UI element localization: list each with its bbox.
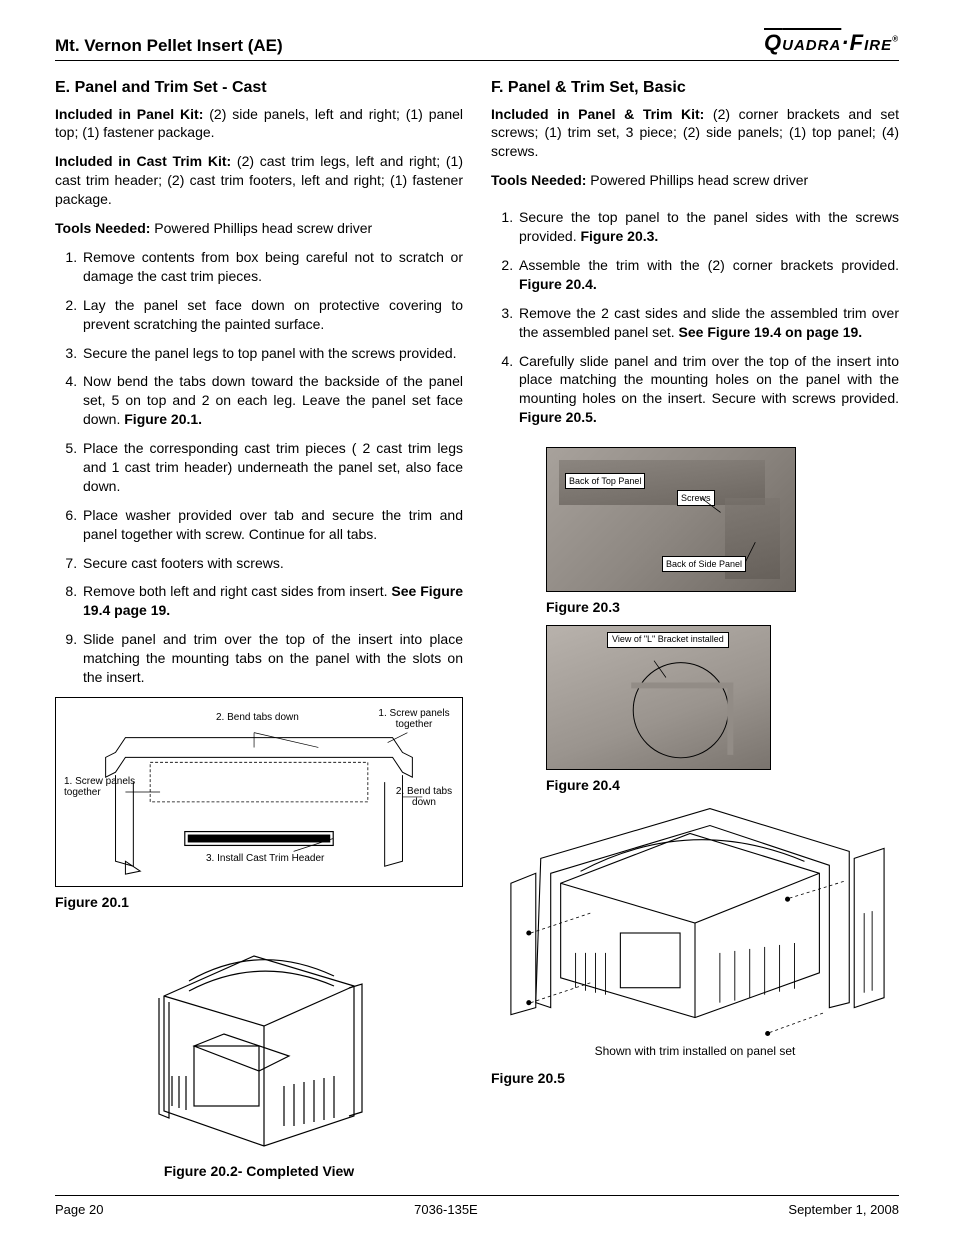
figure-20-1-diagram: 1. Screw panels together 2. Bend tabs do…	[55, 697, 463, 887]
fig201-label-bend-top: 2. Bend tabs down	[216, 712, 299, 724]
section-f-heading: F. Panel & Trim Set, Basic	[491, 77, 899, 99]
steps-right: Secure the top panel to the panel sides …	[491, 208, 899, 427]
figure-20-4-photo: View of "L" Bracket installed	[546, 625, 771, 770]
figure-20-1: 1. Screw panels together 2. Bend tabs do…	[55, 697, 463, 912]
step-f4: Carefully slide panel and trim over the …	[517, 352, 899, 428]
header-bar: Mt. Vernon Pellet Insert (AE) Quadra·Fir…	[55, 30, 899, 61]
left-column: E. Panel and Trim Set - Cast Included in…	[55, 77, 463, 1181]
figure-20-2-svg	[134, 926, 384, 1151]
step-f2-text: Assemble the trim with the (2) corner br…	[519, 257, 899, 273]
steps-left: Remove contents from box being careful n…	[55, 248, 463, 687]
step-e6: Place washer provided over tab and secur…	[81, 506, 463, 544]
fig201-label-install: 3. Install Cast Trim Header	[206, 853, 324, 865]
step-f1-fig: Figure 20.3.	[577, 228, 659, 244]
cast-kit-para: Included in Cast Trim Kit: (2) cast trim…	[55, 152, 463, 209]
brand-text: Quadra·Fire®	[764, 30, 899, 55]
figure-20-5-caption: Figure 20.5	[491, 1069, 899, 1088]
panel-kit-label: Included in Panel Kit:	[55, 106, 203, 122]
step-e4-fig: Figure 20.1.	[120, 411, 202, 427]
step-f3: Remove the 2 cast sides and slide the as…	[517, 304, 899, 342]
figure-20-3-caption: Figure 20.3	[546, 598, 899, 617]
figure-20-3-photo: Back of Top Panel Screws Back of Side Pa…	[546, 447, 796, 592]
figure-20-5-svg	[491, 803, 899, 1063]
cast-kit-label: Included in Cast Trim Kit:	[55, 153, 231, 169]
step-f3-fig: See Figure 19.4 on page 19.	[675, 324, 863, 340]
step-e4: Now bend the tabs down toward the backsi…	[81, 372, 463, 429]
step-e5: Place the corresponding cast trim pieces…	[81, 439, 463, 496]
tools-label-right: Tools Needed:	[491, 172, 586, 188]
step-e9: Slide panel and trim over the top of the…	[81, 630, 463, 687]
content-columns: E. Panel and Trim Set - Cast Included in…	[55, 77, 899, 1181]
step-e7: Secure cast footers with screws.	[81, 554, 463, 573]
figure-20-1-caption: Figure 20.1	[55, 893, 463, 912]
figure-20-2-caption: Figure 20.2- Completed View	[55, 1162, 463, 1181]
step-e3: Secure the panel legs to top panel with …	[81, 344, 463, 363]
footer-page: Page 20	[55, 1202, 103, 1217]
step-e8-text: Remove both left and right cast sides fr…	[83, 583, 387, 599]
step-f4-text: Carefully slide panel and trim over the …	[519, 353, 899, 407]
step-e2: Lay the panel set face down on protectiv…	[81, 296, 463, 334]
footer-date: September 1, 2008	[788, 1202, 899, 1217]
tools-text-right: Powered Phillips head screw driver	[586, 172, 808, 188]
page: Mt. Vernon Pellet Insert (AE) Quadra·Fir…	[0, 0, 954, 1235]
step-e8: Remove both left and right cast sides fr…	[81, 582, 463, 620]
fig201-label-screw-left: 1. Screw panels together	[64, 776, 149, 799]
fig205-note: Shown with trim installed on panel set	[491, 1045, 899, 1059]
tools-label-left: Tools Needed:	[55, 220, 150, 236]
tools-para-right: Tools Needed: Powered Phillips head scre…	[491, 171, 899, 190]
tools-para-left: Tools Needed: Powered Phillips head scre…	[55, 219, 463, 238]
product-title: Mt. Vernon Pellet Insert (AE)	[55, 36, 283, 56]
figure-20-4: View of "L" Bracket installed Figure 20.…	[491, 625, 899, 795]
figure-20-5: Shown with trim installed on panel set F…	[491, 803, 899, 1088]
panel-trim-kit-para: Included in Panel & Trim Kit: (2) corner…	[491, 105, 899, 162]
fig201-label-screw-right: 1. Screw panels together	[374, 708, 454, 731]
figure-20-2: Figure 20.2- Completed View	[55, 926, 463, 1181]
tools-text-left: Powered Phillips head screw driver	[150, 220, 372, 236]
kit-label-right: Included in Panel & Trim Kit:	[491, 106, 704, 122]
right-column: F. Panel & Trim Set, Basic Included in P…	[491, 77, 899, 1181]
section-e-heading: E. Panel and Trim Set - Cast	[55, 77, 463, 99]
figure-20-3: Back of Top Panel Screws Back of Side Pa…	[491, 447, 899, 617]
figure-20-5-diagram: Shown with trim installed on panel set	[491, 803, 899, 1063]
panel-kit-para: Included in Panel Kit: (2) side panels, …	[55, 105, 463, 143]
fig204-circle	[547, 626, 770, 770]
footer-docnum: 7036-135E	[414, 1202, 478, 1217]
fig201-label-bend-right: 2. Bend tabs down	[394, 786, 454, 809]
page-footer: Page 20 7036-135E September 1, 2008	[55, 1195, 899, 1217]
brand-logo: Quadra·Fire®	[764, 30, 899, 56]
step-f2-fig: Figure 20.4.	[519, 276, 597, 292]
step-f1: Secure the top panel to the panel sides …	[517, 208, 899, 246]
fig203-lines	[547, 448, 795, 592]
step-f2: Assemble the trim with the (2) corner br…	[517, 256, 899, 294]
step-e1: Remove contents from box being careful n…	[81, 248, 463, 286]
figure-20-4-caption: Figure 20.4	[546, 776, 899, 795]
step-f4-fig: Figure 20.5.	[519, 409, 597, 425]
